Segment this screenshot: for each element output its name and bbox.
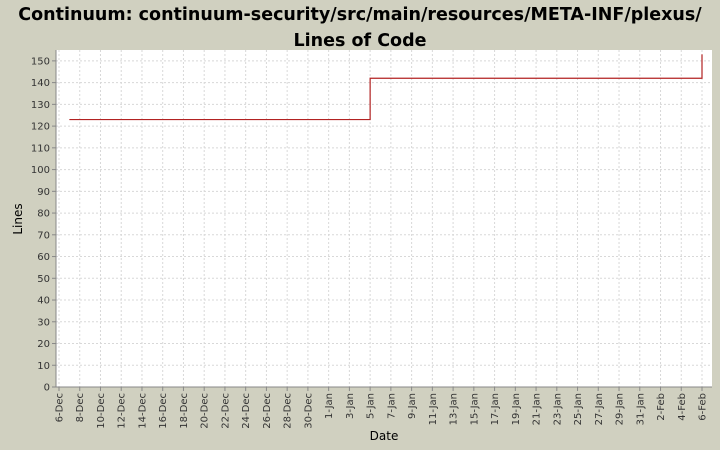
- y-tick-label: 80: [37, 209, 50, 220]
- x-tick-label: 5-Jan: [366, 393, 377, 419]
- y-tick-label: 40: [37, 296, 50, 307]
- x-tick-label: 17-Jan: [490, 393, 501, 425]
- y-tick-label: 130: [31, 100, 50, 111]
- y-tick-label: 50: [37, 274, 50, 285]
- y-tick-label: 90: [37, 187, 50, 198]
- x-tick-label: 15-Jan: [469, 393, 480, 425]
- x-axis-label: Date: [370, 429, 399, 443]
- x-tick-label: 29-Jan: [615, 393, 626, 425]
- x-tick-label: 4-Feb: [677, 393, 688, 421]
- y-axis-label: Lines: [11, 203, 25, 234]
- x-tick-label: 16-Dec: [158, 393, 169, 429]
- x-tick-label: 3-Jan: [345, 393, 356, 419]
- plot-area: [56, 50, 712, 387]
- x-tick-label: 19-Jan: [511, 393, 522, 425]
- x-tick-label: 6-Feb: [698, 393, 709, 421]
- data-line: [69, 54, 703, 121]
- x-tick-label: 1-Jan: [324, 393, 335, 419]
- x-tick-label: 30-Dec: [303, 393, 314, 429]
- x-tick-label: 23-Jan: [552, 393, 563, 425]
- x-tick-label: 8-Dec: [75, 393, 86, 422]
- y-tick-label: 60: [37, 252, 50, 263]
- x-tick-label: 25-Jan: [573, 393, 584, 425]
- x-tick-label: 26-Dec: [262, 393, 273, 429]
- y-tick-label: 30: [37, 317, 50, 328]
- x-tick-label: 28-Dec: [283, 393, 294, 429]
- x-tick-label: 20-Dec: [200, 393, 211, 429]
- x-tick-label: 7-Jan: [386, 393, 397, 419]
- x-tick-label: 13-Jan: [449, 393, 460, 425]
- x-tick-label: 22-Dec: [220, 393, 231, 429]
- x-tick-label: 12-Dec: [117, 393, 128, 429]
- y-tick-label: 70: [37, 230, 50, 241]
- x-tick-label: 27-Jan: [594, 393, 605, 425]
- x-tick-label: 6-Dec: [55, 393, 66, 422]
- x-tick-label: 2-Feb: [656, 393, 667, 421]
- x-tick-label: 21-Jan: [532, 393, 543, 425]
- y-tick-label: 110: [31, 143, 50, 154]
- x-tick-label: 24-Dec: [241, 393, 252, 429]
- x-tick-label: 9-Jan: [407, 393, 418, 419]
- y-tick-label: 10: [37, 361, 50, 372]
- x-tick-label: 10-Dec: [96, 393, 107, 429]
- y-tick-label: 0: [44, 383, 50, 394]
- y-tick-label: 120: [31, 122, 50, 133]
- x-tick-label: 18-Dec: [179, 393, 190, 429]
- x-tick-label: 14-Dec: [137, 393, 148, 429]
- y-tick-label: 20: [37, 339, 50, 350]
- chart-title: Continuum: continuum-security/src/main/r…: [18, 5, 702, 51]
- x-tick-label: 11-Jan: [428, 393, 439, 425]
- y-tick-label: 140: [31, 78, 50, 89]
- x-tick-label: 31-Jan: [635, 393, 646, 425]
- y-tick-label: 100: [31, 165, 50, 176]
- y-tick-label: 150: [31, 56, 50, 67]
